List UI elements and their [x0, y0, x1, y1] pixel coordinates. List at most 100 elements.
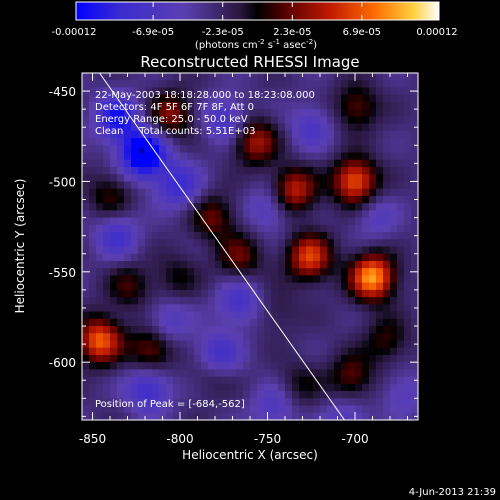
heatmap-cell: [208, 87, 216, 96]
heatmap-cell: [397, 94, 405, 103]
heatmap-cell: [180, 210, 188, 219]
heatmap-cell: [292, 383, 300, 392]
heatmap-cell: [271, 297, 279, 305]
heatmap-cell: [369, 275, 377, 284]
heatmap-cell: [229, 217, 237, 226]
heatmap-cell: [229, 195, 237, 204]
heatmap-cell: [208, 224, 216, 233]
heatmap-cell: [173, 210, 181, 219]
heatmap-cell: [362, 369, 370, 378]
heatmap-cell: [194, 333, 202, 342]
heatmap-cell: [320, 239, 328, 248]
heatmap-cell: [180, 412, 188, 420]
heatmap-cell: [271, 275, 279, 284]
heatmap-cell: [173, 217, 181, 226]
heatmap-cell: [334, 326, 342, 334]
heatmap-cell: [124, 224, 132, 233]
heatmap-cell: [229, 405, 237, 414]
heatmap-cell: [299, 159, 307, 168]
heatmap-cell: [82, 188, 90, 197]
heatmap-cell: [313, 116, 321, 125]
heatmap-cell: [82, 145, 90, 154]
heatmap-cell: [250, 326, 258, 334]
heatmap-cell: [180, 145, 188, 154]
heatmap-cell: [320, 232, 328, 240]
x-axis-label: Heliocentric X (arcsec): [182, 448, 318, 462]
heatmap-cell: [117, 326, 125, 334]
heatmap-cell: [117, 376, 125, 385]
heatmap-cell: [320, 376, 328, 385]
heatmap-cell: [180, 94, 188, 103]
heatmap-cell: [208, 362, 216, 370]
heatmap-cell: [362, 260, 370, 269]
heatmap-cell: [138, 87, 146, 96]
heatmap-cell: [369, 347, 377, 356]
heatmap-cell: [194, 318, 202, 327]
heatmap-cell: [250, 282, 258, 291]
heatmap-cell: [257, 159, 265, 168]
heatmap-cell: [292, 152, 300, 161]
heatmap-cell: [159, 101, 167, 110]
heatmap-cell: [180, 268, 188, 277]
heatmap-cell: [341, 145, 349, 154]
heatmap-cell: [159, 398, 167, 407]
heatmap-cell: [278, 362, 286, 370]
heatmap-cell: [215, 253, 223, 262]
heatmap-cell: [159, 376, 167, 385]
heatmap-cell: [180, 354, 188, 363]
heatmap-cell: [173, 181, 181, 190]
heatmap-cell: [96, 347, 104, 356]
heatmap-cell: [334, 203, 342, 211]
heatmap-cell: [89, 297, 97, 305]
heatmap-cell: [194, 398, 202, 407]
heatmap-cell: [229, 383, 237, 392]
heatmap-cell: [166, 73, 174, 81]
heatmap-cell: [187, 246, 195, 255]
heatmap-cell: [194, 304, 202, 313]
heatmap-cell: [201, 174, 209, 183]
heatmap-cell: [215, 203, 223, 211]
heatmap-cell: [369, 210, 377, 219]
heatmap-cell: [159, 174, 167, 183]
heatmap-cell: [383, 159, 391, 168]
heatmap-cell: [327, 166, 335, 175]
heatmap-cell: [208, 268, 216, 277]
heatmap-cell: [327, 138, 335, 146]
heatmap-cell: [292, 101, 300, 110]
heatmap-cell: [264, 289, 272, 298]
heatmap-cell: [187, 210, 195, 219]
heatmap-cell: [383, 354, 391, 363]
heatmap-cell: [285, 174, 293, 183]
heatmap-cell: [292, 369, 300, 378]
heatmap-cell: [278, 210, 286, 219]
heatmap-cell: [411, 138, 418, 146]
heatmap-cell: [103, 405, 111, 414]
heatmap-cell: [96, 369, 104, 378]
heatmap-cell: [397, 260, 405, 269]
heatmap-cell: [96, 73, 104, 81]
heatmap-cell: [103, 239, 111, 248]
heatmap-cell: [271, 101, 279, 110]
heatmap-cell: [131, 333, 139, 342]
heatmap-cell: [173, 239, 181, 248]
heatmap-cell: [264, 101, 272, 110]
heatmap-cell: [341, 405, 349, 414]
heatmap-cell: [299, 391, 307, 399]
heatmap-cell: [369, 94, 377, 103]
heatmap-cell: [96, 195, 104, 204]
heatmap-cell: [194, 297, 202, 305]
heatmap-cell: [292, 166, 300, 175]
heatmap-cell: [348, 398, 356, 407]
heatmap-cell: [285, 101, 293, 110]
heatmap-cell: [327, 123, 335, 132]
heatmap-cell: [236, 138, 244, 146]
heatmap-cell: [187, 297, 195, 305]
heatmap-cell: [278, 195, 286, 204]
heatmap-cell: [320, 289, 328, 298]
heatmap-cell: [96, 376, 104, 385]
heatmap-cell: [89, 391, 97, 399]
heatmap-cell: [138, 159, 146, 168]
heatmap-cell: [82, 224, 90, 233]
heatmap-cell: [313, 391, 321, 399]
heatmap-cell: [320, 326, 328, 334]
